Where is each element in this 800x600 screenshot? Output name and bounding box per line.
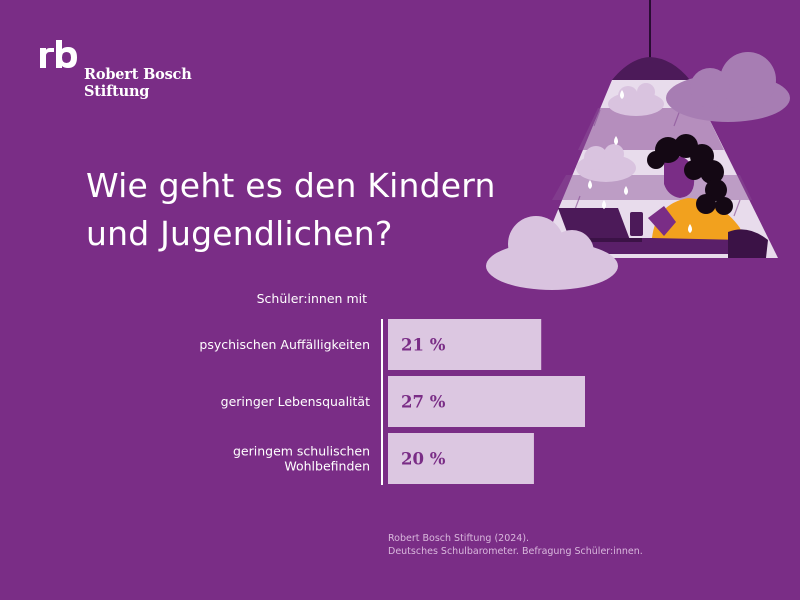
bar-value-label-2: 20 % [401,450,446,469]
chart-title: Schüler:innen mit [257,291,367,306]
category-label-2-1: Wohlbefinden [284,459,370,474]
page-title: Wie geht es den Kindern und Jugendlichen… [86,162,556,258]
page-title-line1: Wie geht es den Kindern [86,166,496,205]
source-note: Robert Bosch Stiftung (2024). Deutsches … [388,532,768,558]
person-arm [648,206,676,236]
person-hair [647,134,733,215]
cloud-icon [666,52,790,122]
category-label-1: geringer Lebensqualität [221,394,370,409]
page-title-line2: und Jugendlichen? [86,214,393,253]
bar-value-label-0: 21 % [401,336,446,355]
brand-name-line2: Stiftung [84,83,150,100]
category-label-2-0: geringem schulischen [233,444,370,459]
lamp-shade-icon [612,57,690,80]
brand-name: Robert Bosch Stiftung [84,66,214,100]
raindrop-icons [588,90,692,233]
source-line2: Deutsches Schulbarometer. Befragung Schü… [388,546,643,557]
phone-icon [630,212,643,236]
bar-2 [388,433,534,484]
lamp-illustration [486,0,790,290]
brand-name-line1: Robert Bosch [84,66,192,83]
rb-logo-icon [40,40,77,68]
bar-0 [388,319,542,370]
bar-1 [388,376,585,427]
category-label-0: psychischen Auffälligkeiten [199,337,370,352]
source-line1: Robert Bosch Stiftung (2024). [388,533,530,544]
cloud-icon [576,144,636,182]
bar-value-label-1: 27 % [401,393,446,412]
cloud-icon [486,216,618,290]
person-shirt [652,198,744,240]
